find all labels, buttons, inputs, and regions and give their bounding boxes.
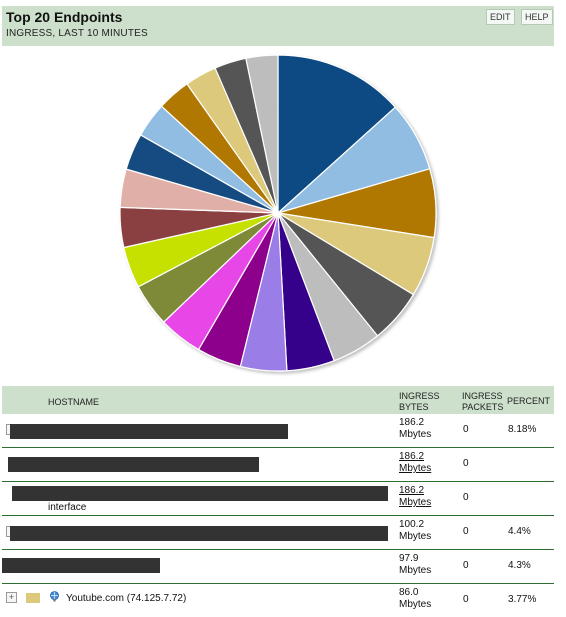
widget-header: Top 20 Endpoints INGRESS, LAST 10 MINUTE… <box>2 6 554 46</box>
color-swatch <box>26 593 40 603</box>
redacted-hostname <box>10 526 388 541</box>
ingress-packets: 0 <box>463 424 469 435</box>
header-ingress-bytes[interactable]: INGRESS BYTES <box>399 391 449 413</box>
pie-chart-container <box>0 48 556 382</box>
widget-title: Top 20 Endpoints <box>6 9 123 25</box>
percent: 4.4% <box>508 526 531 537</box>
header-ingress-packets-label: INGRESS PACKETS <box>462 391 504 412</box>
header-ingress-bytes-label: INGRESS BYTES <box>399 391 440 412</box>
endpoints-table: HOSTNAME INGRESS BYTES INGRESS PACKETS P… <box>2 386 554 617</box>
edit-button[interactable]: EDIT <box>486 9 515 25</box>
ingress-packets: 0 <box>463 526 469 537</box>
header-percent[interactable]: PERCENT <box>507 396 551 406</box>
ingress-bytes-link[interactable]: 186.2 Mbytes <box>399 451 432 474</box>
table-row[interactable]: 186.2 Mbytes 0 8.18% <box>2 414 554 448</box>
help-button[interactable]: HELP <box>521 9 553 25</box>
pie-slice-1[interactable] <box>277 54 397 215</box>
redacted-hostname <box>2 558 160 573</box>
ingress-bytes: 186.2 Mbytes <box>399 417 432 440</box>
hostname-suffix: interface <box>48 502 87 513</box>
pie-chart <box>119 54 437 372</box>
percent: 8.18% <box>508 424 537 435</box>
table-row[interactable]: 100.2 Mbytes 0 4.4% <box>2 516 554 550</box>
redacted-hostname <box>8 457 259 472</box>
ingress-packets: 0 <box>463 492 469 503</box>
ingress-packets: 0 <box>463 458 469 469</box>
redacted-hostname <box>10 424 288 439</box>
percent: 4.3% <box>508 560 531 571</box>
hostname-link[interactable]: Youtube.com (74.125.7.72) <box>66 593 187 604</box>
globe-icon <box>50 591 59 602</box>
redacted-hostname <box>12 486 388 501</box>
widget-subtitle: INGRESS, LAST 10 MINUTES <box>6 28 148 39</box>
table-header: HOSTNAME INGRESS BYTES INGRESS PACKETS P… <box>2 386 554 414</box>
table-row[interactable]: interface 186.2 Mbytes 0 <box>2 482 554 516</box>
ingress-bytes-link[interactable]: 186.2 Mbytes <box>399 485 432 508</box>
ingress-packets: 0 <box>463 594 469 605</box>
header-ingress-packets[interactable]: INGRESS PACKETS <box>462 391 508 413</box>
table-row[interactable]: 97.9 Mbytes 0 4.3% <box>2 550 554 584</box>
table-row[interactable]: 186.2 Mbytes 0 <box>2 448 554 482</box>
ingress-packets: 0 <box>463 560 469 571</box>
percent: 3.77% <box>508 594 537 605</box>
header-hostname[interactable]: HOSTNAME <box>48 397 100 407</box>
ingress-bytes: 86.0 Mbytes <box>399 587 432 610</box>
ingress-bytes: 97.9 Mbytes <box>399 553 432 576</box>
pie-slice-20[interactable] <box>245 54 279 214</box>
table-row[interactable]: + Youtube.com (74.125.7.72) 86.0 Mbytes … <box>2 584 554 617</box>
expand-icon[interactable]: + <box>6 592 17 603</box>
ingress-bytes: 100.2 Mbytes <box>399 519 432 542</box>
